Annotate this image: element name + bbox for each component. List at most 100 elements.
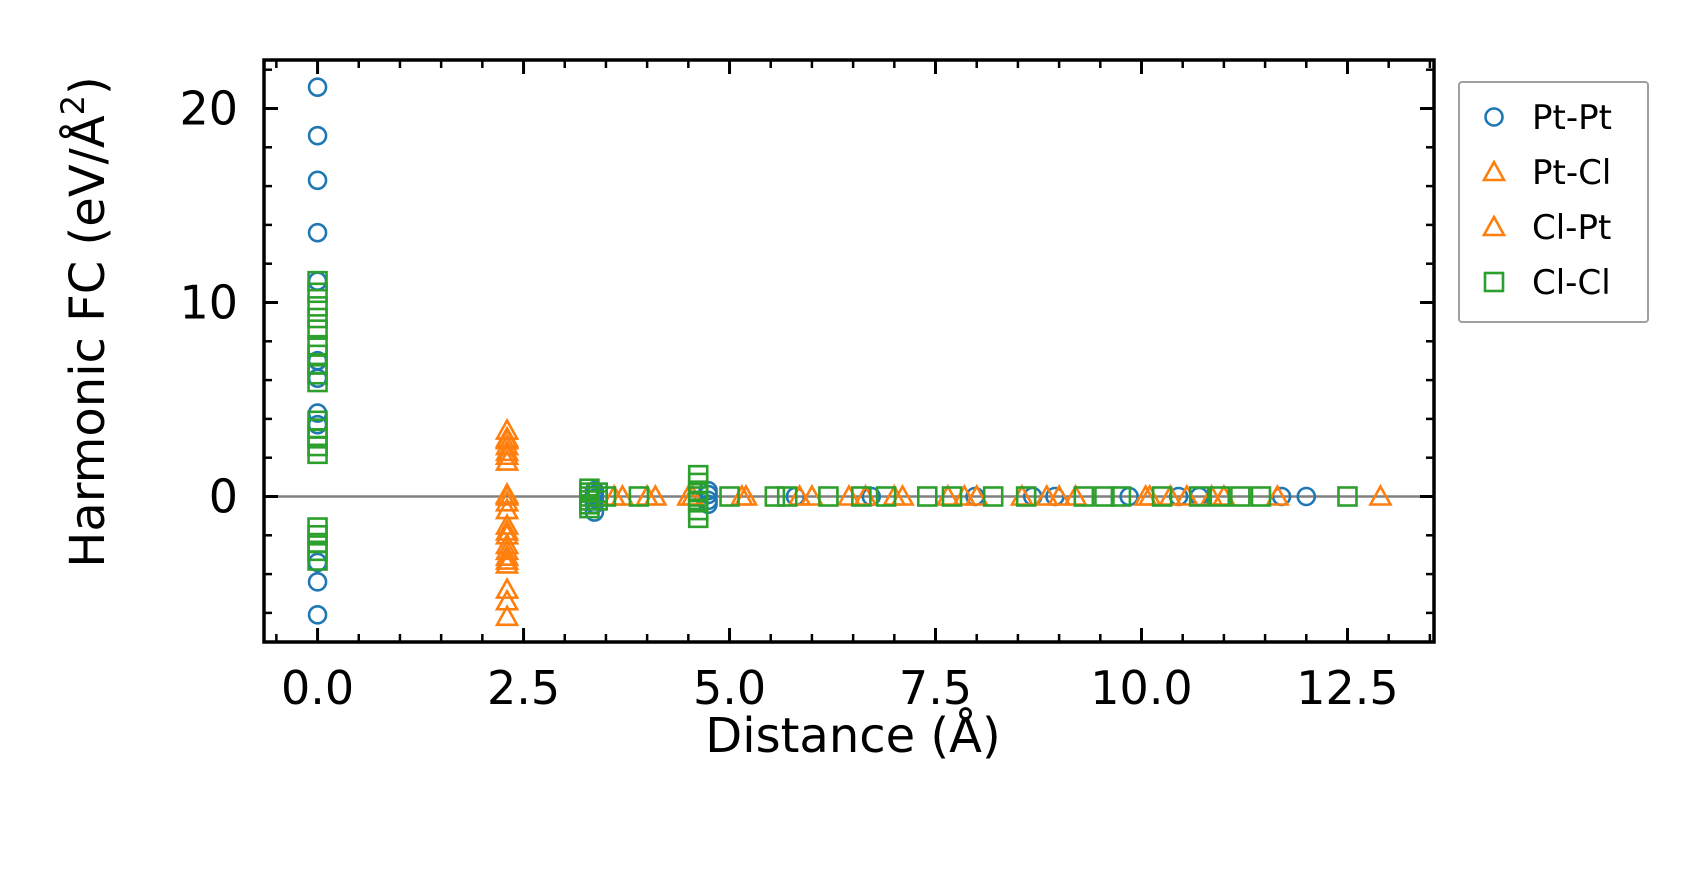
series-pt-pt [307, 77, 1317, 625]
data-point-cl-pt [1368, 483, 1393, 506]
legend-marker-pt-pt [1484, 107, 1504, 127]
data-point-cl-cl [1188, 486, 1210, 507]
data-point-pt-cl [494, 576, 520, 599]
x-tick-label: 2.5 [487, 661, 560, 715]
legend-label: Pt-Pt [1532, 98, 1612, 138]
data-point-cl-pt [799, 483, 825, 506]
data-point-cl-cl [1209, 486, 1231, 507]
legend: Pt-Pt Pt-Cl Cl-Pt Cl-Cl [1458, 81, 1649, 323]
data-point-pt-pt [307, 572, 328, 592]
data-point-cl-cl [776, 486, 798, 507]
series-pt-cl [494, 417, 1290, 627]
data-point-cl-cl [1337, 486, 1358, 507]
data-point-cl-pt [1046, 483, 1072, 506]
data-point-cl-cl [307, 282, 328, 304]
data-point-cl-cl [1073, 486, 1095, 507]
y-tick-label: 20 [179, 82, 238, 136]
data-point-cl-cl [1015, 486, 1037, 507]
data-point-cl-cl [307, 550, 328, 571]
data-point-cl-cl [764, 486, 786, 507]
data-point-pt-cl [836, 483, 862, 506]
data-point-cl-cl [916, 486, 938, 507]
data-point-pt-cl [494, 543, 520, 566]
data-point-cl-pt [494, 439, 520, 462]
data-point-cl-cl [307, 319, 328, 340]
data-point-pt-pt [307, 271, 328, 291]
y-axis-label: Harmonic FC (eV/Å2) [54, 76, 116, 568]
data-point-cl-pt [494, 538, 520, 561]
data-point-cl-pt [964, 483, 989, 506]
data-point-cl-cl [595, 486, 617, 507]
legend-label: Pt-Cl [1532, 153, 1611, 193]
data-point-pt-pt [307, 125, 328, 146]
data-point-cl-pt [494, 483, 520, 506]
series-cl-cl [307, 270, 1358, 571]
x-axis-label: Distance (Å) [705, 707, 1000, 764]
data-point-cl-cl [307, 443, 328, 465]
data-point-cl-pt [494, 547, 520, 570]
data-point-pt-cl [952, 483, 977, 506]
legend-marker-cl-pt [1481, 214, 1507, 237]
legend-marker-pt-cl [1481, 159, 1507, 182]
legend-entry-pt-pt: Pt-Pt [1484, 98, 1612, 138]
legend-label: Cl-Pt [1532, 208, 1611, 248]
legend-entry-cl-cl: Cl-Cl [1483, 263, 1611, 303]
data-point-pt-cl [1174, 483, 1200, 506]
tick-labels: 0.0 2.5 5.0 7.5 10.0 12.5 0 10 20 [179, 82, 1398, 716]
data-point-cl-cl [307, 371, 328, 393]
data-point-cl-cl [1110, 486, 1132, 507]
axis-ticks [264, 60, 1434, 642]
data-point-cl-cl [875, 486, 897, 507]
data-point-cl-cl [719, 486, 740, 507]
data-point-cl-cl [1151, 486, 1173, 507]
legend-label: Cl-Cl [1532, 263, 1611, 303]
x-tick-label: 7.5 [899, 661, 972, 715]
data-point-cl-pt [733, 483, 759, 506]
data-point-cl-cl [307, 307, 328, 329]
data-point-pt-pt [307, 77, 328, 97]
data-point-pt-pt [307, 170, 328, 191]
data-point-cl-pt [1137, 483, 1162, 506]
data-point-cl-cl [1094, 486, 1115, 507]
x-tick-label: 0.0 [281, 661, 354, 715]
data-point-pt-cl [494, 489, 520, 512]
data-point-cl-cl [307, 296, 328, 317]
legend-entries: Pt-Pt Pt-Cl Cl-Pt Cl-Cl [1481, 98, 1612, 303]
data-point-cl-cl [818, 486, 839, 507]
legend-entry-pt-cl: Pt-Cl [1481, 153, 1611, 193]
x-tick-label: 10.0 [1090, 661, 1192, 715]
y-axis-label-close: ) [60, 76, 116, 95]
data-point-cl-cl [1230, 486, 1251, 507]
data-point-pt-cl [494, 443, 520, 466]
data-point-pt-cl [494, 551, 520, 574]
data-point-cl-cl [628, 486, 650, 507]
data-point-pt-pt [307, 605, 328, 625]
legend-box [1458, 81, 1649, 323]
data-point-cl-cl [307, 270, 328, 292]
data-markers [307, 77, 1393, 627]
data-point-cl-pt [494, 427, 520, 450]
data-point-cl-pt [1034, 483, 1059, 506]
data-point-cl-cl [851, 486, 872, 507]
legend-marker-cl-cl [1483, 271, 1505, 293]
data-point-pt-cl [1265, 483, 1290, 506]
y-tick-label: 0 [209, 470, 238, 524]
data-point-pt-pt [1296, 486, 1317, 507]
data-point-cl-cl [941, 486, 963, 507]
data-point-cl-cl [687, 507, 709, 529]
data-point-pt-cl [787, 483, 812, 506]
y-tick-label: 10 [179, 276, 238, 330]
data-point-pt-pt [307, 222, 328, 243]
data-point-cl-pt [643, 483, 668, 506]
data-point-cl-cl [1250, 486, 1272, 507]
y-axis-label-main: Harmonic FC (eV/Å [59, 115, 116, 568]
plot-frame [262, 58, 1436, 644]
x-tick-label: 5.0 [693, 661, 766, 715]
legend-entry-cl-pt: Cl-Pt [1481, 208, 1611, 248]
y-axis-label-superscript: 2 [54, 95, 92, 115]
data-point-cl-cl [982, 486, 1004, 507]
x-tick-label: 12.5 [1296, 661, 1398, 715]
data-point-pt-cl [494, 604, 520, 627]
